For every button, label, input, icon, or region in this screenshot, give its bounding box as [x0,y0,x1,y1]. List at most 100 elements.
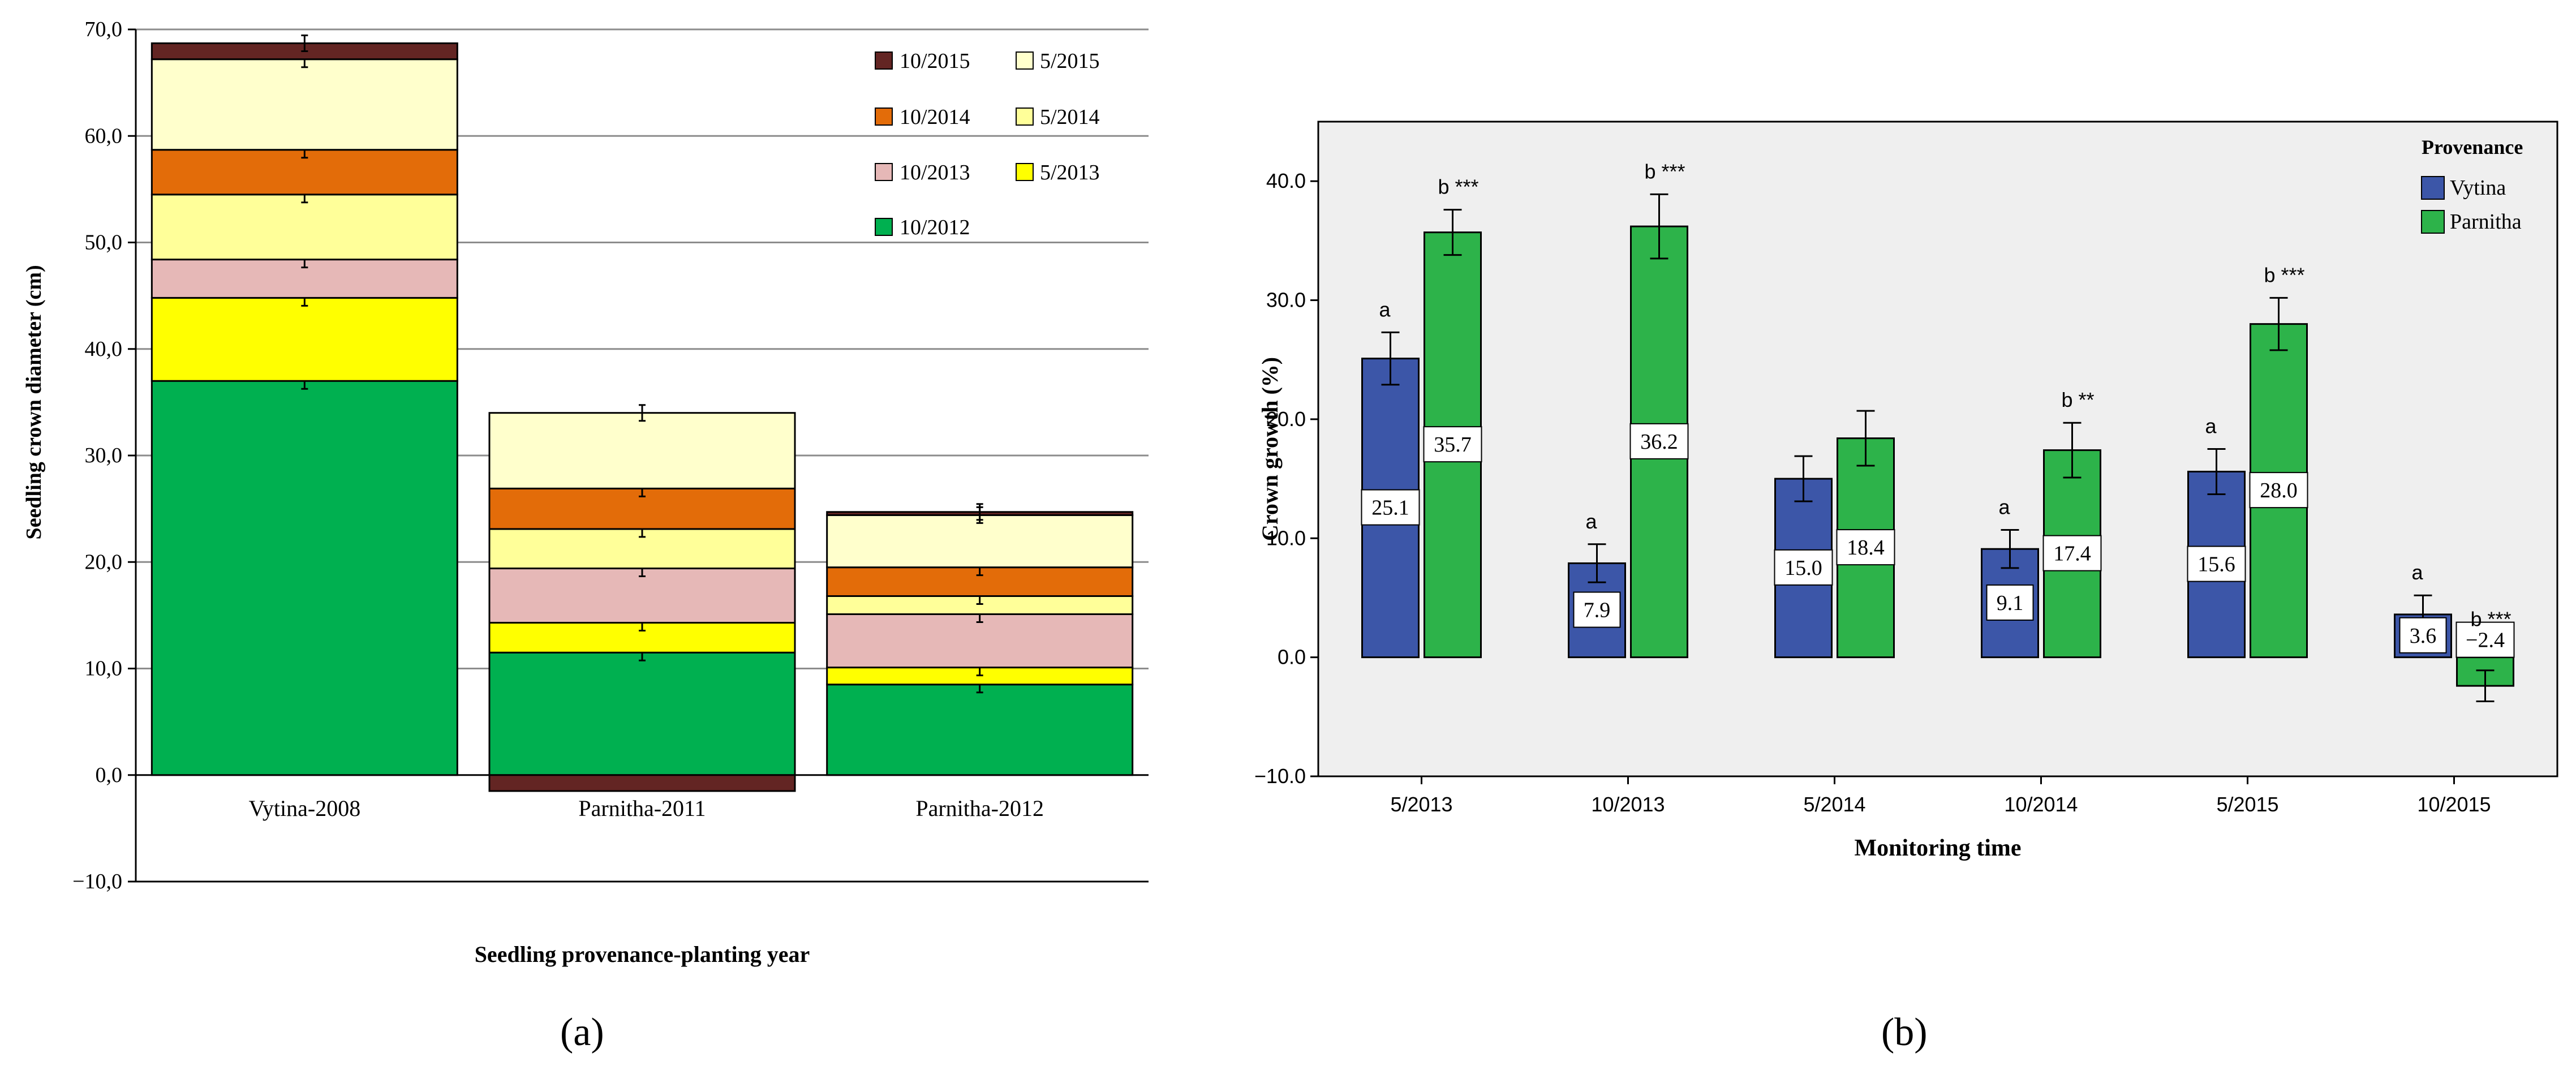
legend-swatch [875,51,893,70]
value-label: 15.6 [2197,553,2235,577]
panel-label-b: (b) [1881,1011,1928,1054]
value-label-box [1573,591,1621,628]
significance-label: a [1585,510,1597,533]
y-tick-label: 10.0 [1266,526,1306,549]
value-label-box [1986,584,2034,621]
significance-label: b *** [1438,175,1478,199]
x-tick-label: Parnitha-2012 [915,796,1044,821]
significance-label: a [1998,496,2010,519]
y-tick-label: 50,0 [85,231,123,255]
stack-segment [150,296,458,382]
legend-label: Parnitha [2450,210,2522,234]
value-label: 9.1 [1997,591,2024,615]
stack-segment [150,380,458,776]
value-label-box [1629,423,1689,459]
stack-segment [826,684,1134,776]
y-tick-label: 40,0 [85,337,123,361]
x-axis-title: Monitoring time [1854,835,2021,861]
error-bar [2269,296,2288,351]
y-tick-label: −10,0 [72,870,122,893]
legend-label: 5/2013 [1040,161,1100,184]
x-tick-label: 10/2014 [2004,793,2078,816]
legend-label: 5/2014 [1040,105,1100,129]
significance-label: a [1379,298,1391,321]
stack-segment [150,194,458,261]
legend-label: 10/2012 [900,216,970,239]
x-tick-label: 5/2013 [1390,793,1452,816]
y-tick-label: 70,0 [85,18,123,41]
panel-label-a: (a) [560,1011,604,1054]
stack-segment [488,774,796,792]
legend-swatch [2421,176,2445,200]
x-tick-label: 10/2013 [1591,793,1665,816]
value-label: 36.2 [1640,430,1678,454]
legend-swatch [1016,163,1034,181]
value-label: 18.4 [1847,536,1885,560]
error-bar [301,34,308,52]
value-label: 17.4 [2053,542,2091,566]
chart-a: 70,0 60,0 50,0 40,0 30,0 20,0 10,0 0,0 −10,0 Vyti… [22,18,1149,967]
error-bar [1856,410,1875,467]
error-bar [2063,422,2082,479]
x-tick-label: 5/2015 [2216,793,2278,816]
value-label: 25.1 [1371,496,1409,520]
error-bar [639,404,646,422]
stack-segment [488,651,796,776]
value-label-box [2455,621,2515,658]
y-tick-label: 30,0 [85,444,123,467]
value-label-box [1836,529,1895,566]
y-tick-label: 10,0 [85,657,123,681]
legend-label: 10/2013 [900,161,970,184]
value-label: 35.7 [1434,433,1472,457]
value-label-box [1361,489,1420,526]
value-label-box [2187,545,2246,582]
y-tick-label: 60,0 [85,124,123,148]
error-bar [1588,543,1606,583]
significance-label: a [2205,415,2217,438]
stack-segment [150,58,458,151]
y-tick-label: 30.0 [1266,289,1306,312]
significance-label: b *** [1644,160,1685,183]
value-label-box [1774,549,1833,586]
value-label-box [2042,535,2102,571]
legend-swatch [875,163,893,181]
error-bar [2001,529,2019,569]
x-tick-label: Parnitha-2011 [578,796,706,821]
error-bar [1381,331,1400,386]
legend-swatch [875,108,893,126]
error-bar [1443,209,1462,256]
y-axis-title: Crown growth (%) [1257,357,1283,541]
legend-swatch [1016,108,1034,126]
y-tick-label: 40.0 [1266,169,1306,192]
significance-label: a [2411,561,2423,584]
error-bar [2207,448,2226,495]
legend-label: 10/2015 [900,49,970,73]
legend-label: 10/2014 [900,105,970,129]
value-label: 7.9 [1584,599,1611,622]
plot-area [1317,121,2558,777]
value-label-box [2399,617,2447,654]
y-tick-label: −10.0 [1254,764,1306,788]
y-tick-label: 20.0 [1266,407,1306,431]
y-tick-label: 0.0 [1278,646,1306,669]
x-tick-label: 5/2014 [1803,793,1865,816]
y-axis-title: Seedling crown diameter (cm) [22,265,46,539]
significance-label: b *** [2470,607,2511,630]
value-label: 3.6 [2410,624,2437,648]
significance-label: b *** [2264,263,2304,286]
legend-swatch [1016,51,1034,70]
y-tick-label: 0,0 [96,763,123,787]
error-bar [1650,193,1668,260]
legend-swatch [875,218,893,236]
error-bar [1794,455,1813,502]
stack-segment [488,568,796,624]
significance-label: b ** [2061,388,2094,411]
stack-segment [826,613,1134,669]
x-axis-title: Seedling provenance-planting year [475,942,810,967]
value-label-box [2249,472,2308,509]
error-bar [976,503,983,521]
value-label: 28.0 [2260,479,2298,502]
value-label: −2.4 [2466,629,2505,652]
legend-swatch [2421,210,2445,234]
